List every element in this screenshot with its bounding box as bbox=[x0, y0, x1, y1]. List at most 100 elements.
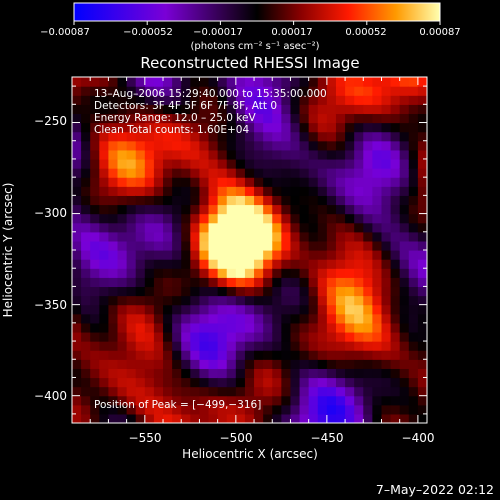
heatmap-cell bbox=[199, 359, 210, 369]
heatmap-cell bbox=[263, 277, 273, 288]
heatmap-cell bbox=[281, 413, 292, 423]
heatmap-cell bbox=[290, 240, 301, 251]
heatmap-cell bbox=[117, 195, 128, 206]
heatmap-cell bbox=[372, 404, 383, 415]
heatmap-cell bbox=[335, 259, 346, 269]
heatmap-cell bbox=[290, 213, 301, 224]
heatmap-cell bbox=[144, 259, 155, 269]
heatmap-cell bbox=[99, 368, 110, 379]
heatmap-cell bbox=[372, 377, 383, 388]
heatmap-cell bbox=[153, 322, 164, 333]
heatmap-cell bbox=[399, 213, 410, 224]
heatmap-cell bbox=[99, 186, 110, 196]
heatmap-cell bbox=[354, 359, 364, 369]
heatmap-cell bbox=[345, 413, 355, 423]
heatmap-cell bbox=[90, 131, 100, 142]
heatmap-cell bbox=[263, 413, 273, 423]
heatmap-cell bbox=[317, 386, 328, 397]
heatmap-cell bbox=[345, 277, 355, 288]
heatmap-cell bbox=[254, 158, 264, 169]
heatmap-cell bbox=[99, 259, 110, 269]
heatmap-cell bbox=[135, 186, 146, 196]
heatmap-cell bbox=[244, 341, 255, 351]
heatmap-cell bbox=[399, 395, 410, 406]
heatmap-cell bbox=[126, 95, 137, 105]
heatmap-cell bbox=[372, 268, 383, 278]
heatmap-cell bbox=[408, 350, 419, 360]
heatmap-cell bbox=[172, 86, 182, 96]
heatmap-cell bbox=[372, 341, 383, 351]
heatmap-cell bbox=[345, 359, 355, 369]
heatmap-cell bbox=[381, 158, 392, 169]
heatmap-cell bbox=[408, 331, 419, 342]
heatmap-cell bbox=[417, 368, 427, 379]
heatmap-cell bbox=[244, 404, 255, 415]
heatmap-cell bbox=[72, 231, 82, 242]
heatmap-cell bbox=[354, 386, 364, 397]
heatmap-cell bbox=[281, 286, 292, 297]
heatmap-cell bbox=[345, 77, 355, 87]
heatmap-cell bbox=[263, 113, 273, 124]
heatmap-cell bbox=[144, 250, 155, 260]
heatmap-cell bbox=[281, 250, 292, 260]
heatmap-cell bbox=[326, 304, 337, 315]
heatmap-cell bbox=[354, 186, 364, 196]
heatmap-cell bbox=[263, 377, 273, 388]
heatmap-cell bbox=[272, 413, 282, 423]
heatmap-cell bbox=[345, 168, 355, 178]
heatmap-cell bbox=[244, 177, 255, 187]
heatmap-cell bbox=[299, 350, 310, 360]
heatmap-cell bbox=[390, 131, 401, 142]
heatmap-cell bbox=[335, 95, 346, 105]
heatmap-cell bbox=[399, 322, 410, 333]
heatmap-cell bbox=[299, 122, 310, 133]
heatmap-cell bbox=[317, 341, 328, 351]
heatmap-cell bbox=[326, 368, 337, 379]
heatmap-cell bbox=[417, 250, 427, 260]
heatmap-cell bbox=[81, 195, 91, 206]
heatmap-cell bbox=[244, 268, 255, 278]
heatmap-cell bbox=[226, 268, 237, 278]
heatmap-cell bbox=[144, 322, 155, 333]
heatmap-cell bbox=[390, 341, 401, 351]
heatmap-cell bbox=[345, 331, 355, 342]
heatmap-cell bbox=[417, 158, 427, 169]
heatmap-cell bbox=[153, 368, 164, 379]
heatmap-cell bbox=[126, 341, 137, 351]
heatmap-cell bbox=[208, 295, 219, 306]
heatmap-cell bbox=[381, 195, 392, 206]
heatmap-cell bbox=[81, 122, 91, 133]
heatmap-cell bbox=[326, 268, 337, 278]
heatmap-cell bbox=[363, 295, 373, 306]
heatmap-cell bbox=[81, 168, 91, 178]
heatmap-cell bbox=[126, 404, 137, 415]
heatmap-cell bbox=[99, 341, 110, 351]
heatmap-cell bbox=[317, 149, 328, 160]
heatmap-cell bbox=[272, 322, 282, 333]
info-line-energy: Energy Range: 12.0 – 25.0 keV bbox=[94, 112, 256, 124]
heatmap-cell bbox=[299, 368, 310, 379]
heatmap-cell bbox=[144, 368, 155, 379]
heatmap-cell bbox=[153, 295, 164, 306]
heatmap-cell bbox=[181, 122, 191, 133]
heatmap-cell bbox=[90, 113, 100, 124]
heatmap-cell bbox=[335, 168, 346, 178]
heatmap-cell bbox=[199, 86, 210, 96]
heatmap-cell bbox=[326, 140, 337, 151]
heatmap-cell bbox=[108, 222, 119, 233]
heatmap-cell bbox=[254, 195, 264, 206]
heatmap-cell bbox=[190, 313, 201, 324]
heatmap-cell bbox=[153, 268, 164, 278]
heatmap-cell bbox=[81, 286, 91, 297]
heatmap-cell bbox=[372, 231, 383, 242]
heatmap-cell bbox=[135, 177, 146, 187]
heatmap-cell bbox=[354, 286, 364, 297]
heatmap-cell bbox=[217, 122, 228, 133]
heatmap-cell bbox=[381, 186, 392, 196]
heatmap-cell bbox=[190, 222, 201, 233]
heatmap-cell bbox=[363, 240, 373, 251]
heatmap-cell bbox=[308, 322, 319, 333]
heatmap-cell bbox=[299, 386, 310, 397]
heatmap-cell bbox=[335, 322, 346, 333]
heatmap-cell bbox=[372, 149, 383, 160]
